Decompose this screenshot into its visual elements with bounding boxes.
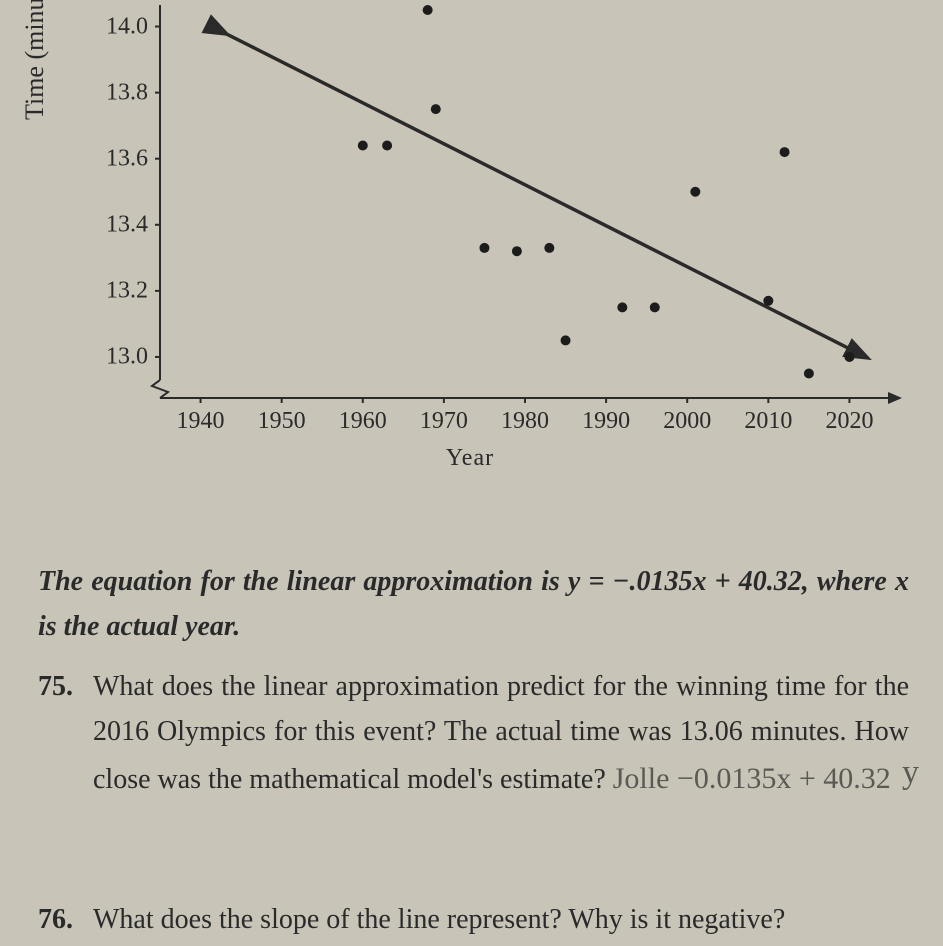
data-point (431, 104, 441, 114)
x-axis-label: Year (30, 445, 910, 472)
data-point (561, 335, 571, 345)
q76-text: What does the slope of the line represen… (93, 898, 909, 943)
plot-svg (30, 0, 910, 520)
equation-text: The equation for the linear approximatio… (38, 560, 909, 650)
data-point (763, 296, 773, 306)
trend-line (225, 33, 866, 357)
data-point (617, 302, 627, 312)
data-point (844, 352, 854, 362)
data-point (690, 187, 700, 197)
data-point (780, 147, 790, 157)
q76-number: 76. (38, 898, 73, 943)
question-75: 75. What does the linear approximation p… (38, 665, 909, 803)
data-point (358, 140, 368, 150)
q75-number: 75. (38, 665, 73, 803)
scatter-chart: Time (minutes) 13.013.213.413.613.814.0 … (30, 0, 910, 520)
question-76: 76. What does the slope of the line repr… (38, 898, 909, 943)
data-point (512, 246, 522, 256)
q75-handwriting-side: y (902, 746, 919, 800)
page: Time (minutes) 13.013.213.413.613.814.0 … (0, 0, 943, 946)
data-point (544, 243, 554, 253)
data-point (650, 302, 660, 312)
data-point (804, 368, 814, 378)
q75-handwriting: Jolle −0.0135x + 40.32 (613, 762, 891, 795)
data-points (358, 5, 855, 378)
q75-body: What does the linear approximation predi… (93, 665, 909, 803)
data-point (382, 140, 392, 150)
axes (152, 5, 900, 403)
data-point (479, 243, 489, 253)
data-point (423, 5, 433, 15)
